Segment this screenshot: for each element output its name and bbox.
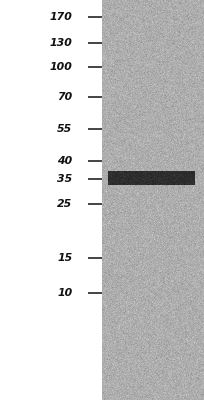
Text: 70: 70 xyxy=(57,92,72,102)
Text: 130: 130 xyxy=(50,38,72,48)
Text: 35: 35 xyxy=(57,174,72,184)
Text: 170: 170 xyxy=(50,12,72,22)
Text: 55: 55 xyxy=(57,124,72,134)
Text: 40: 40 xyxy=(57,156,72,166)
Text: 15: 15 xyxy=(57,253,72,263)
Text: 25: 25 xyxy=(57,199,72,209)
Text: 10: 10 xyxy=(57,288,72,298)
Text: 100: 100 xyxy=(50,62,72,72)
